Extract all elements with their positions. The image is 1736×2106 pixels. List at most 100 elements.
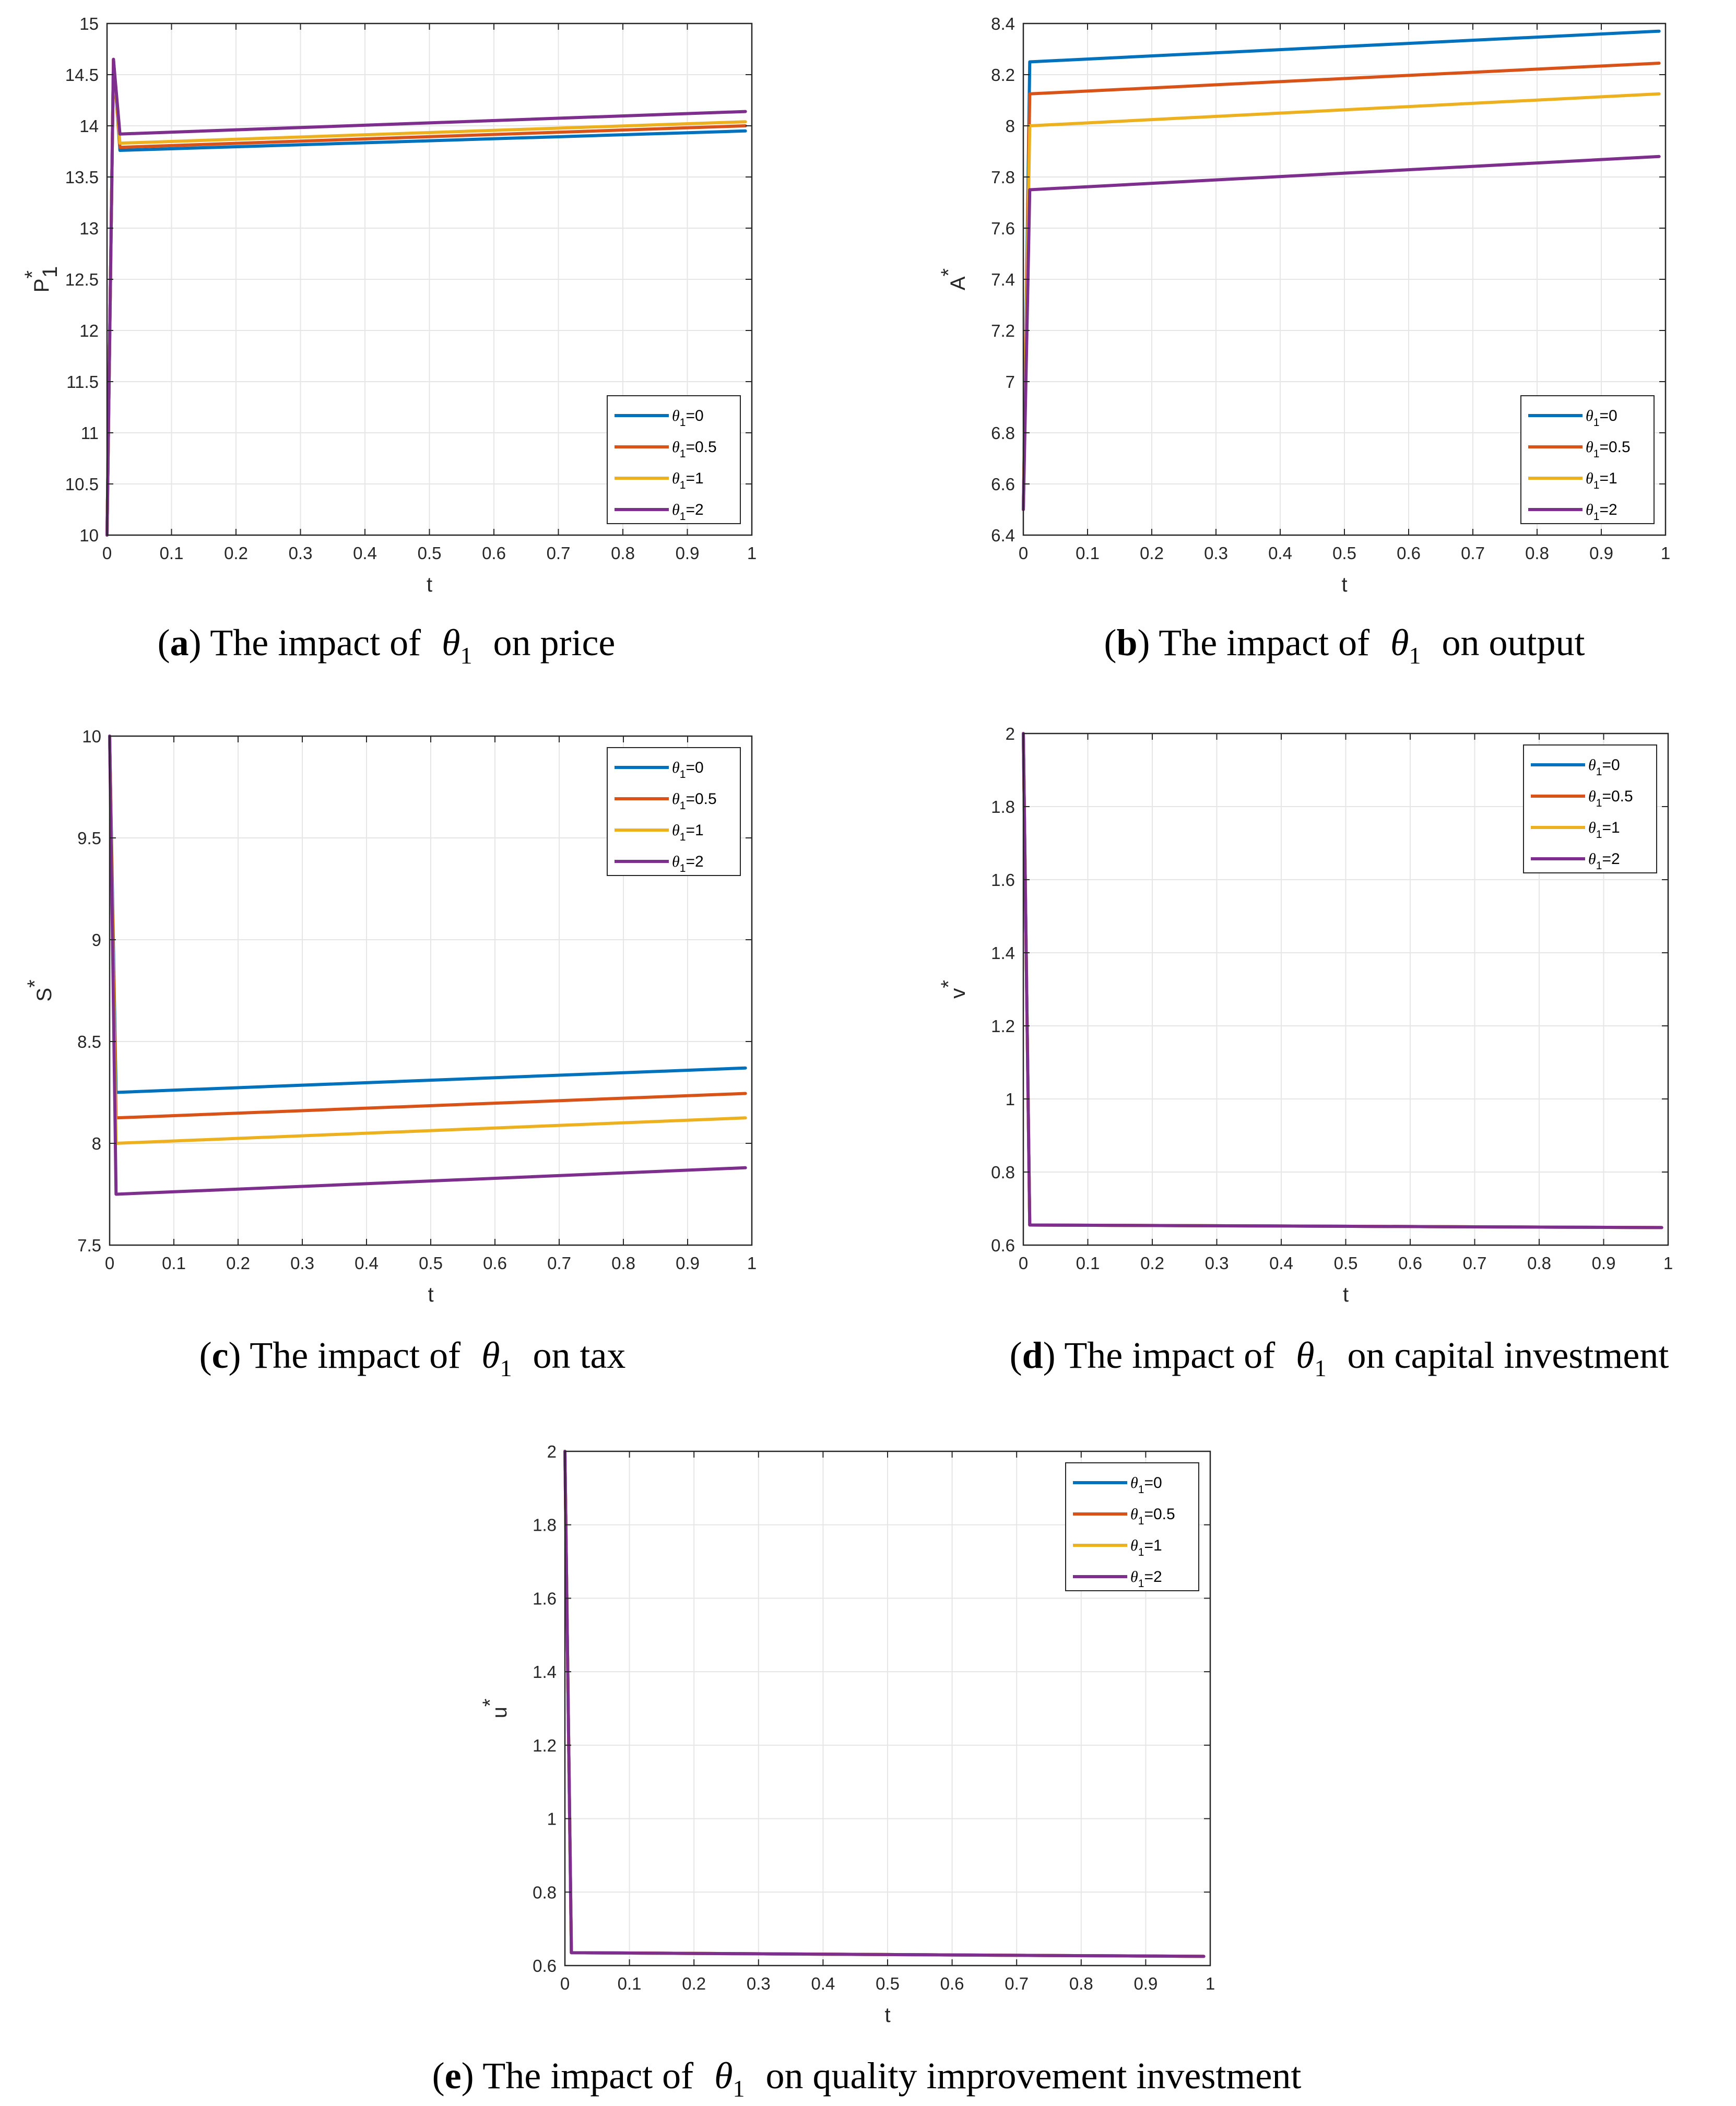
legend-value: =0	[686, 407, 703, 424]
x-tick-label: 0.9	[676, 543, 700, 563]
caption-close: )	[462, 2055, 483, 2097]
caption-text: The impact of	[210, 622, 421, 664]
y-tick-label: 10.5	[65, 475, 99, 494]
x-tick-label: 0.5	[1334, 1253, 1358, 1273]
caption-letter: c	[212, 1334, 229, 1376]
legend-label-0: θ1=0	[1586, 407, 1617, 429]
caption-suffix: on quality improvement investment	[766, 2055, 1302, 2097]
caption-suffix: on price	[493, 622, 615, 664]
x-tick-label: 0	[105, 1253, 114, 1273]
x-tick-label: 0.5	[876, 1974, 900, 1993]
x-tick-label: 1	[1661, 543, 1670, 563]
x-axis-label: t	[428, 1283, 433, 1306]
caption-open: (	[1010, 1334, 1022, 1376]
x-tick-label: 0.9	[676, 1253, 700, 1273]
caption-open: (	[432, 2055, 445, 2097]
x-tick-label: 0.2	[224, 543, 248, 563]
legend-label-3: θ1=2	[1586, 501, 1617, 523]
y-tick-label: 13	[79, 219, 99, 238]
y-tick-label: 14.5	[65, 65, 99, 85]
y-tick-label: 6.4	[991, 526, 1015, 545]
legend-sub: 1	[1138, 1484, 1144, 1496]
x-tick-label: 0.4	[1268, 543, 1292, 563]
legend-label-2: θ1=1	[1588, 819, 1620, 841]
x-tick-label: 0.3	[289, 543, 313, 563]
caption-letter: a	[170, 622, 189, 664]
x-tick-label: 0.6	[940, 1974, 964, 1993]
series-line-3	[105, 57, 747, 537]
legend-value: =0.5	[1602, 788, 1633, 805]
series-line-3	[563, 1450, 1206, 1958]
x-tick-label: 0	[560, 1974, 570, 1993]
legend-value: =1	[686, 822, 703, 839]
legend-theta: θ	[672, 759, 680, 776]
y-tick-label: 7.6	[991, 219, 1015, 238]
legend-value: =1	[1599, 470, 1617, 487]
legend-label-0: θ1=0	[1130, 1474, 1162, 1496]
x-tick-label: 0.1	[618, 1974, 642, 1993]
y-axis-label: P*1	[21, 266, 62, 293]
y-tick-label: 10	[79, 526, 99, 545]
caption-open: (	[199, 1334, 212, 1376]
y-tick-label: 15	[79, 14, 99, 33]
legend-sub: 1	[1138, 1578, 1144, 1590]
y-tick-label: 1.2	[533, 1736, 557, 1755]
legend-value: =2	[1602, 850, 1620, 868]
y-tick-label: 0.8	[991, 1163, 1015, 1182]
legend-theta: θ	[1588, 788, 1596, 805]
legend-sub: 1	[680, 768, 686, 780]
legend-value: =0	[1144, 1474, 1162, 1492]
x-tick-label: 0.1	[1076, 1253, 1100, 1273]
legend-value: =1	[686, 470, 703, 487]
legend-label-2: θ1=1	[672, 822, 704, 843]
y-tick-label: 8	[92, 1134, 101, 1153]
y-tick-label: 1	[1006, 1090, 1015, 1109]
x-tick-label: 0.6	[1398, 1253, 1422, 1273]
caption-text: The impact of	[482, 2055, 693, 2097]
x-tick-label: 0.3	[1205, 1253, 1229, 1273]
legend-theta: θ	[1588, 850, 1596, 868]
legend-theta: θ	[672, 501, 680, 518]
caption-symbol: θ	[1296, 1334, 1314, 1376]
x-tick-label: 0.1	[162, 1253, 186, 1273]
y-tick-label: 7.5	[77, 1236, 101, 1255]
y-tick-label: 0.6	[533, 1956, 557, 1975]
y-tick-label: 1.4	[533, 1662, 557, 1682]
x-tick-label: 0.4	[353, 543, 377, 563]
caption-letter: e	[445, 2055, 462, 2097]
caption: (a) The impact of θ1 on price	[158, 622, 616, 669]
caption: (e) The impact of θ1 on quality improvemen…	[432, 2055, 1302, 2102]
legend-theta: θ	[1586, 470, 1593, 487]
x-tick-label: 0	[102, 543, 112, 563]
legend: θ1=0θ1=0.5θ1=1θ1=2	[607, 395, 741, 524]
chart-e: 0 0.1 0.2 0.3 0.4 0.5 0.6 0.7 0.8 0.9 1 0.6 0.8 1 1.2 1…	[432, 1442, 1302, 2102]
caption-suffix: on output	[1442, 622, 1585, 664]
x-tick-label: 0.2	[682, 1974, 706, 1993]
caption: (d) The impact of θ1 on capital investment	[1010, 1334, 1669, 1381]
y-tick-label: 8.2	[991, 65, 1015, 85]
y-tick-label: 0.6	[991, 1236, 1015, 1255]
legend-label-3: θ1=2	[1130, 1568, 1162, 1590]
legend-value: =2	[686, 501, 703, 518]
x-tick-label: 0.4	[1269, 1253, 1293, 1273]
x-tick-label: 0.7	[1461, 543, 1485, 563]
caption-symbol-sub: 1	[500, 1355, 512, 1381]
x-tick-label: 0.7	[547, 1253, 571, 1273]
x-tick-label: 0.2	[1140, 1253, 1164, 1273]
y-label-sup: *	[23, 979, 46, 988]
legend-theta: θ	[1130, 1474, 1138, 1492]
legend-label-2: θ1=1	[672, 470, 704, 491]
y-tick-label: 2	[547, 1442, 557, 1461]
caption-text: The impact of	[1159, 622, 1369, 664]
y-label-sup: *	[937, 268, 960, 277]
y-tick-label: 1.8	[533, 1516, 557, 1535]
x-tick-label: 1	[747, 543, 757, 563]
legend-theta: θ	[1586, 407, 1593, 424]
legend-theta: θ	[672, 853, 680, 870]
y-tick-label: 12	[79, 321, 99, 340]
caption-close: )	[1138, 622, 1159, 664]
legend-value: =0	[1602, 756, 1620, 774]
x-tick-label: 0.4	[355, 1253, 379, 1273]
caption-text: The impact of	[1064, 1334, 1275, 1376]
